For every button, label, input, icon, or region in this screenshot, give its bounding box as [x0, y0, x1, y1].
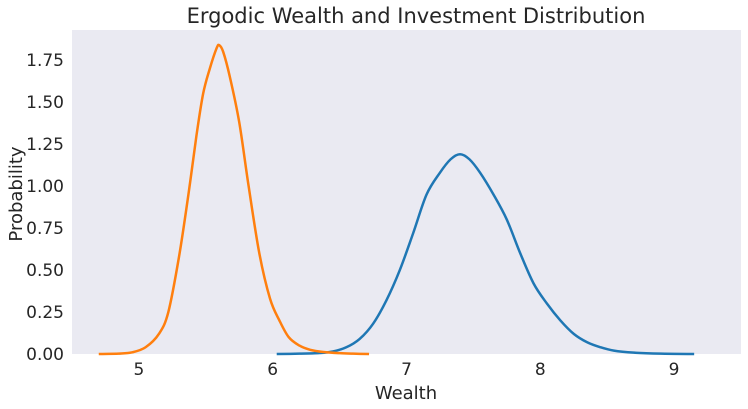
y-tick-label: 1.00 [26, 177, 64, 197]
x-axis-ticks: 5 6 7 8 9 [133, 360, 679, 380]
x-tick-label: 7 [401, 360, 412, 380]
y-tick-label: 1.50 [26, 93, 64, 113]
y-tick-label: 0.75 [26, 219, 64, 239]
plot-area [72, 30, 741, 354]
y-tick-label: 0.25 [26, 303, 64, 323]
y-tick-label: 0.00 [26, 345, 64, 365]
x-tick-label: 9 [669, 360, 680, 380]
y-tick-label: 1.75 [26, 51, 64, 71]
x-tick-label: 5 [133, 360, 144, 380]
y-axis-label: Probability [6, 146, 27, 241]
series-lines [98, 43, 695, 356]
series-line-1 [276, 152, 695, 356]
x-axis-label: Wealth [375, 383, 437, 404]
chart-title: Ergodic Wealth and Investment Distributi… [187, 4, 646, 28]
y-tick-label: 0.50 [26, 261, 64, 281]
y-tick-label: 1.25 [26, 135, 64, 155]
x-tick-label: 6 [267, 360, 278, 380]
y-axis-ticks: 0.00 0.25 0.50 0.75 1.00 1.25 1.50 1.75 [26, 51, 64, 365]
series-line-2 [98, 43, 370, 356]
x-tick-label: 8 [535, 360, 546, 380]
